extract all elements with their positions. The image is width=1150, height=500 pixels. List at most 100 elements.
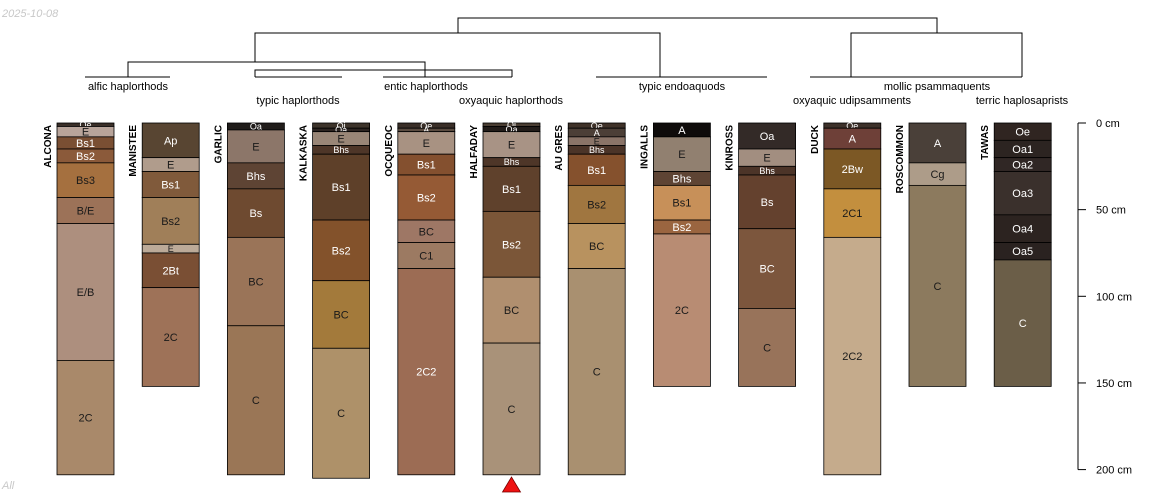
horizon [397, 174, 456, 221]
horizon-label: Oa [335, 125, 347, 135]
horizon-label: Oa5 [1012, 246, 1033, 258]
profile-name: KINROSS [725, 125, 736, 171]
horizon-label: E [423, 138, 430, 150]
horizon-label: BC [589, 241, 604, 253]
horizon-label: Bs2 [332, 245, 351, 257]
horizon-label: Ap [164, 135, 177, 147]
horizon-label: BC [759, 264, 774, 276]
horizon [738, 228, 796, 309]
horizon [226, 162, 285, 190]
horizon-label: 2C [78, 413, 92, 425]
horizon-label: C [337, 408, 345, 420]
horizon [482, 131, 541, 159]
profile-name: KALKASKA [299, 125, 310, 181]
horizon [56, 197, 115, 224]
horizon [908, 184, 967, 387]
horizon-label: A [594, 128, 600, 138]
horizon [993, 214, 1052, 243]
taxa-labels: alfic haplorthods typic haplorthods entic … [85, 76, 1069, 107]
horizon [653, 184, 711, 221]
horizon-label: Bhs [589, 145, 605, 155]
horizon-label: Oa [760, 131, 776, 143]
horizon [482, 165, 541, 212]
taxon-label: typic endoaquods [639, 81, 726, 93]
horizon [823, 188, 882, 238]
horizon-label: Bs [761, 197, 774, 209]
horizon-label: Bhs [246, 171, 265, 183]
horizon-label: BC [419, 226, 434, 238]
horizon-label: E [337, 134, 344, 146]
horizon-label: 2C2 [416, 367, 436, 379]
horizon-label: Bhs [504, 157, 520, 167]
horizon-label: Oi [507, 120, 516, 130]
horizon-label: Oa [250, 122, 262, 132]
horizon [823, 148, 882, 190]
profile-name: ROSCOMMON [895, 125, 906, 193]
horizon [141, 171, 200, 198]
horizon-label: Bs2 [587, 199, 606, 211]
horizon-label: A [934, 138, 942, 150]
horizon-label: Oa2 [1012, 160, 1033, 172]
profile-manistee: Ap E Bs1 Bs2 E 2Bt 2C MANISTEE [128, 122, 200, 387]
profile-name: TAWAS [980, 125, 991, 160]
horizon [56, 360, 115, 476]
horizon-label: C [593, 367, 601, 379]
horizon-label: Oe [591, 121, 603, 131]
tick-label: 0 cm [1096, 118, 1120, 130]
horizon-label: E [168, 244, 174, 254]
horizon [908, 122, 967, 164]
horizon [312, 347, 371, 479]
horizon-label: A [849, 134, 857, 146]
horizon [738, 308, 796, 387]
horizon [141, 287, 200, 387]
depth-axis: 0 cm 50 cm 100 cm 150 cm 200 cm [1077, 118, 1132, 477]
dendrogram-branch [254, 32, 661, 77]
horizon-label: Bs [249, 208, 262, 220]
horizon [482, 342, 541, 476]
horizon-label: Bs2 [161, 216, 180, 228]
horizon-label: E [82, 127, 89, 139]
horizon [567, 223, 626, 269]
taxon-label: typic haplorthods [256, 95, 340, 107]
horizon-label: 2C [164, 332, 178, 344]
horizon-label: Oe [846, 121, 858, 131]
horizon-label: Bs2 [502, 239, 521, 251]
horizon-label: C1 [419, 251, 433, 263]
horizon [56, 223, 115, 361]
dendrogram [127, 17, 1023, 77]
horizon-label: Bs2 [417, 192, 436, 204]
tick-label: 100 cm [1096, 291, 1132, 303]
horizon-label: C [252, 395, 260, 407]
tick-label: 200 cm [1096, 465, 1132, 477]
horizon [56, 162, 115, 198]
horizon-label: E/B [77, 287, 95, 299]
profile-name: AU GRES [554, 125, 565, 171]
horizon-label: BC [333, 309, 348, 321]
horizon-label: C [934, 281, 942, 293]
horizon-label: Oe [1015, 127, 1030, 139]
horizon-label: E [508, 140, 515, 152]
horizon-label: Bs1 [76, 138, 95, 150]
profile-roscommon: A Cg C ROSCOMMON [895, 122, 967, 387]
horizon-label: Bs2 [672, 222, 691, 234]
horizon-label: Oa [505, 124, 517, 134]
profile-name: INGALLS [639, 125, 650, 169]
horizon [567, 268, 626, 476]
horizon-label: B/E [77, 205, 95, 217]
highlight-marker-layer [501, 476, 522, 493]
horizon-label: A [423, 125, 429, 135]
horizon-label: Oe [79, 120, 91, 130]
horizon-label: 2Bt [162, 265, 179, 277]
horizon-label: Cg [930, 169, 944, 181]
profile-duck: Oe A 2Bw 2C1 2C2 DUCK [810, 121, 882, 476]
horizon [312, 219, 371, 282]
dendrogram-branch [254, 69, 513, 77]
taxon-label: terric haplosaprists [976, 95, 1069, 107]
horizon-label: Oi [337, 121, 346, 131]
horizon [397, 268, 456, 476]
horizon-label: 2C1 [842, 208, 862, 220]
